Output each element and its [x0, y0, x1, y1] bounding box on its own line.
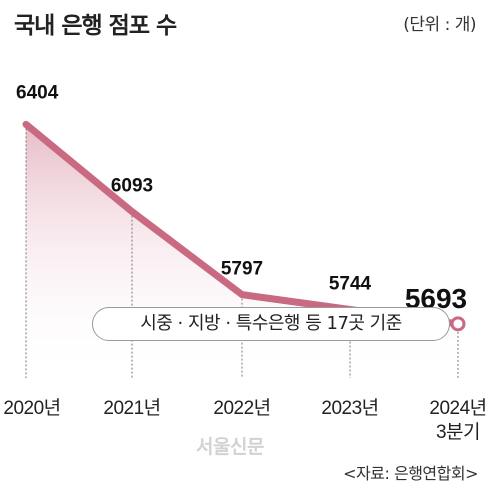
data-label-0: 6404 [16, 82, 59, 103]
data-label-2: 5797 [221, 259, 263, 280]
point-last [450, 316, 466, 332]
source-credit: <자료: 은행연합회> [343, 464, 478, 483]
x-tick-label-1: 2021년 [103, 397, 160, 419]
x-tick-label-3: 2023년 [321, 397, 378, 419]
chart-title: 국내 은행 점포 수 [14, 13, 177, 39]
x-tick-label-2: 2022년 [213, 397, 270, 419]
x-tick-label-4-1: 3분기 [436, 421, 480, 443]
data-label-3: 5744 [329, 274, 372, 295]
x-tick-label-4-0: 2024년 [429, 397, 486, 419]
x-tick-label-0: 2020년 [3, 397, 60, 419]
unit-label: (단위 : 개) [403, 15, 476, 35]
data-label-1: 6093 [111, 176, 153, 197]
publisher-watermark: 서울신문 [196, 436, 264, 458]
criteria-note: 시중 · 지방 · 특수은행 등 17곳 기준 [92, 307, 450, 341]
